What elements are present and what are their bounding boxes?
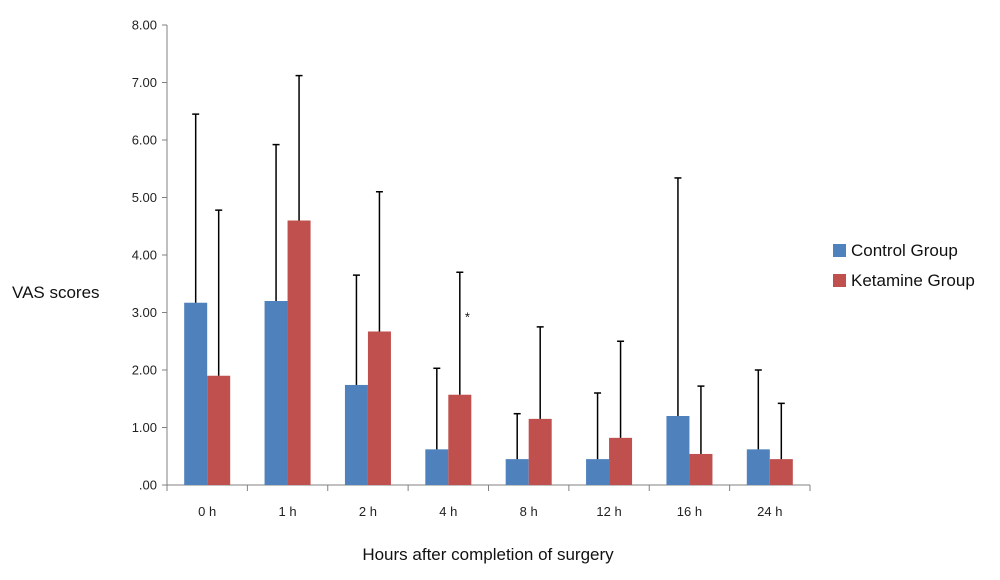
y-tick-label: 5.00 <box>132 190 157 205</box>
plot-area: .00 1.00 2.00 3.00 4.00 5.00 6.00 7.00 8.00 0 h 1 … <box>132 18 811 519</box>
x-tick-label: 1 h <box>279 504 297 519</box>
y-tick-label: 2.00 <box>132 363 157 378</box>
bar <box>528 418 552 485</box>
bar <box>609 437 633 485</box>
bar <box>367 331 391 485</box>
legend: Control Group Ketamine Group <box>833 241 975 290</box>
y-tick-label: 4.00 <box>132 248 157 263</box>
x-tick-label: 24 h <box>757 504 782 519</box>
bar <box>448 394 472 485</box>
legend-label: Control Group <box>851 241 958 260</box>
bar <box>505 459 529 485</box>
y-tick-label: 6.00 <box>132 133 157 148</box>
bar <box>666 416 690 485</box>
y-tick-label: 8.00 <box>132 18 157 33</box>
y-tick-label: 7.00 <box>132 75 157 90</box>
x-tick-label: 2 h <box>359 504 377 519</box>
y-tick-label: 3.00 <box>132 305 157 320</box>
legend-swatch <box>833 244 846 257</box>
bar <box>287 220 311 485</box>
x-tick-label: 16 h <box>677 504 702 519</box>
bar <box>207 375 231 485</box>
x-tick-label: 12 h <box>596 504 621 519</box>
bar <box>586 459 610 485</box>
significance-marker: * <box>465 310 470 325</box>
bar <box>746 449 770 485</box>
bar <box>344 384 368 485</box>
bar <box>264 301 288 485</box>
legend-label: Ketamine Group <box>851 271 975 290</box>
x-tick-label: 0 h <box>198 504 216 519</box>
x-tick-label: 4 h <box>439 504 457 519</box>
x-tick-label: 8 h <box>520 504 538 519</box>
bar <box>184 302 208 485</box>
bar <box>689 453 713 485</box>
x-axis-title: Hours after completion of surgery <box>362 545 614 564</box>
y-tick-label: .00 <box>139 478 157 493</box>
bar <box>769 459 793 485</box>
y-axis-title: VAS scores <box>12 283 100 302</box>
y-tick-label: 1.00 <box>132 420 157 435</box>
legend-swatch <box>833 274 846 287</box>
bar <box>425 449 449 485</box>
